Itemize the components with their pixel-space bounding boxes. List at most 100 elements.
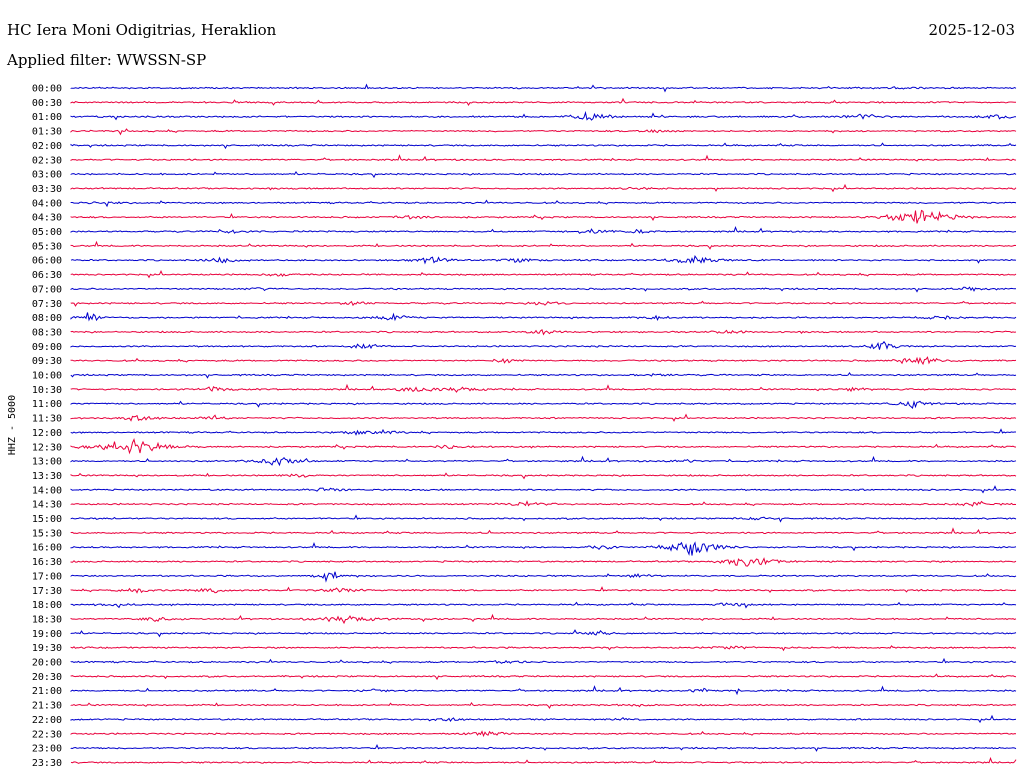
time-tick-label: 13:30 — [32, 471, 62, 482]
trace-line — [70, 673, 1017, 681]
trace-line — [70, 629, 1017, 638]
y-axis-label: HHZ - 5000 — [7, 395, 18, 455]
trace-line — [70, 743, 1017, 752]
time-tick-label: 09:00 — [32, 342, 62, 353]
time-tick-label: 19:30 — [32, 643, 62, 654]
trace-line — [70, 225, 1017, 234]
time-tick-label: 12:30 — [32, 442, 62, 453]
trace-line — [70, 312, 1017, 322]
time-tick-label: 20:00 — [32, 658, 62, 669]
trace-line — [70, 413, 1017, 422]
trace-line — [70, 472, 1017, 480]
trace-line — [70, 142, 1017, 150]
trace-line — [70, 514, 1017, 523]
trace-line — [70, 400, 1017, 409]
time-tick-label: 11:00 — [32, 399, 62, 410]
time-tick-label: 23:00 — [32, 744, 62, 755]
time-tick-label: 14:30 — [32, 500, 62, 511]
time-tick-label: 09:30 — [32, 356, 62, 367]
time-tick-label: 22:00 — [32, 715, 62, 726]
trace-line — [70, 328, 1017, 336]
trace-line — [70, 500, 1017, 507]
trace-line — [70, 83, 1017, 93]
time-tick-label: 23:30 — [32, 758, 62, 769]
time-tick-label: 12:00 — [32, 428, 62, 439]
time-tick-label: 07:30 — [32, 299, 62, 310]
trace-line — [70, 701, 1017, 709]
trace-line — [70, 613, 1017, 625]
time-tick-label: 21:30 — [32, 701, 62, 712]
time-tick-label: 10:30 — [32, 385, 62, 396]
trace-line — [70, 286, 1017, 293]
trace-line — [70, 657, 1017, 664]
trace-line — [70, 199, 1017, 208]
trace-line — [70, 541, 1017, 556]
time-tick-label: 02:30 — [32, 155, 62, 166]
trace-line — [70, 586, 1017, 594]
trace-group — [70, 83, 1017, 764]
time-tick-label: 06:00 — [32, 256, 62, 267]
trace-line — [70, 269, 1017, 279]
trace-line — [70, 714, 1017, 724]
trace-line — [70, 154, 1017, 162]
time-tick-label: 11:30 — [32, 414, 62, 425]
time-tick-label: 20:30 — [32, 672, 62, 683]
trace-line — [70, 128, 1017, 136]
time-tick-label: 16:30 — [32, 557, 62, 568]
time-tick-label: 00:00 — [32, 84, 62, 95]
trace-line — [70, 356, 1017, 366]
time-tick-label: 04:00 — [32, 198, 62, 209]
trace-line — [70, 255, 1017, 265]
time-tick-label: 05:00 — [32, 227, 62, 238]
time-tick-label: 18:30 — [32, 614, 62, 625]
time-tick-label: 03:00 — [32, 170, 62, 181]
time-tick-label: 21:00 — [32, 686, 62, 697]
trace-line — [70, 756, 1017, 764]
time-tick-label: 02:00 — [32, 141, 62, 152]
time-tick-label: 16:00 — [32, 543, 62, 554]
filter-label: Applied filter: WWSSN-SP — [7, 51, 207, 69]
trace-line — [70, 372, 1017, 379]
trace-line — [70, 730, 1017, 738]
time-tick-label: 01:30 — [32, 127, 62, 138]
trace-line — [70, 571, 1017, 583]
time-tick-label: 18:00 — [32, 600, 62, 611]
time-tick-label: 14:00 — [32, 485, 62, 496]
time-tick-labels: 00:00 00:30 01:00 01:30 02:00 02:30 03:00 03:30… — [32, 84, 62, 769]
trace-line — [70, 455, 1017, 467]
trace-line — [70, 685, 1017, 696]
trace-line — [70, 240, 1017, 250]
time-tick-label: 03:30 — [32, 184, 62, 195]
time-tick-label: 10:00 — [32, 371, 62, 382]
trace-line — [70, 340, 1017, 350]
time-tick-label: 17:00 — [32, 571, 62, 582]
trace-line — [70, 601, 1017, 609]
time-tick-label: 00:30 — [32, 98, 62, 109]
trace-line — [70, 97, 1016, 106]
trace-line — [70, 557, 1017, 567]
time-tick-label: 08:30 — [32, 327, 62, 338]
station-title: HC Iera Moni Odigitrias, Heraklion — [7, 21, 277, 39]
time-tick-label: 01:00 — [32, 112, 62, 123]
date-label: 2025-12-03 — [928, 21, 1015, 39]
trace-line — [70, 645, 1017, 652]
time-tick-label: 22:30 — [32, 729, 62, 740]
time-tick-label: 19:00 — [32, 629, 62, 640]
time-tick-label: 15:30 — [32, 528, 62, 539]
trace-line — [70, 110, 1016, 121]
trace-line — [70, 383, 1017, 393]
time-tick-label: 17:30 — [32, 586, 62, 597]
trace-line — [70, 209, 1017, 224]
time-tick-label: 05:30 — [32, 241, 62, 252]
trace-line — [70, 300, 1017, 307]
trace-line — [70, 485, 1017, 494]
time-tick-label: 15:00 — [32, 514, 62, 525]
time-tick-label: 06:30 — [32, 270, 62, 281]
time-tick-label: 07:00 — [32, 284, 62, 295]
trace-line — [70, 183, 1017, 193]
trace-line — [70, 428, 1016, 436]
time-tick-label: 13:00 — [32, 457, 62, 468]
trace-line — [70, 170, 1017, 179]
time-tick-label: 04:30 — [32, 213, 62, 224]
